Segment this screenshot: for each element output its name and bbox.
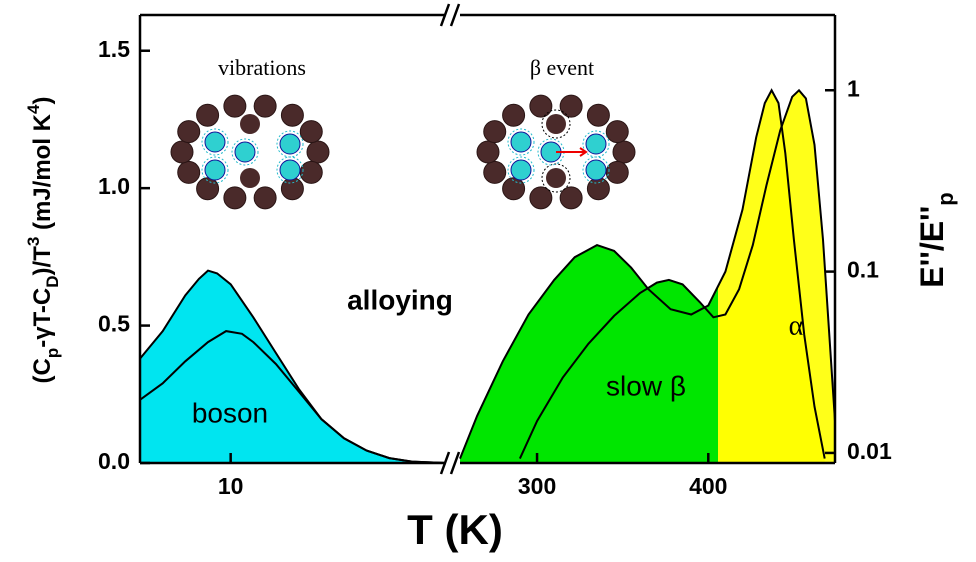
atom xyxy=(510,131,532,153)
area-fill xyxy=(718,90,835,463)
label-part: 3 xyxy=(24,237,43,246)
site xyxy=(201,128,229,156)
label-part: -γT-C xyxy=(29,288,56,348)
atom xyxy=(280,177,304,201)
curve xyxy=(139,330,447,464)
label-part: )/T xyxy=(29,246,56,276)
atom xyxy=(196,103,220,127)
y-tick-label: 0.0 xyxy=(98,448,130,474)
label-part: D xyxy=(43,275,62,287)
x-tick-label: 300 xyxy=(518,473,556,499)
atom xyxy=(483,120,507,144)
atom xyxy=(483,160,507,184)
atom xyxy=(177,120,201,144)
atom xyxy=(546,168,566,188)
atom xyxy=(529,94,553,118)
annotation: β event xyxy=(530,55,594,80)
atom xyxy=(529,186,553,210)
atom xyxy=(586,177,610,201)
atom xyxy=(559,94,583,118)
area-fill xyxy=(140,331,446,463)
y-tick-label: 1.5 xyxy=(98,36,130,62)
atom xyxy=(502,177,526,201)
atom xyxy=(559,186,583,210)
label-part: p xyxy=(43,348,62,358)
annotation: vibrations xyxy=(218,55,306,80)
x-tick-label: 10 xyxy=(218,473,244,499)
atom xyxy=(170,140,194,164)
atom xyxy=(612,140,636,164)
atom xyxy=(177,160,201,184)
annotation: boson xyxy=(192,397,268,428)
arrow xyxy=(556,147,588,157)
atom xyxy=(306,140,330,164)
label-part: 4 xyxy=(24,104,43,114)
axis-break xyxy=(439,3,461,475)
atom xyxy=(223,94,247,118)
atom xyxy=(196,177,220,201)
atom xyxy=(510,159,532,181)
atom xyxy=(605,160,629,184)
site xyxy=(276,156,304,184)
atom xyxy=(605,120,629,144)
site xyxy=(201,156,229,184)
y2-tick-label: 1 xyxy=(847,75,860,101)
atom xyxy=(240,114,260,134)
site xyxy=(582,156,610,184)
atom xyxy=(476,140,500,164)
curve xyxy=(459,88,826,459)
site xyxy=(507,156,535,184)
site xyxy=(507,128,535,156)
atom xyxy=(585,159,607,181)
atom xyxy=(204,159,226,181)
plot-area xyxy=(139,88,836,464)
atom xyxy=(204,131,226,153)
atom xyxy=(280,103,304,127)
atom xyxy=(502,103,526,127)
y-tick-label: 1.0 xyxy=(98,173,130,199)
label-part: p xyxy=(933,192,958,205)
atom xyxy=(585,133,607,155)
site xyxy=(541,163,571,193)
atom xyxy=(586,103,610,127)
site xyxy=(541,109,571,139)
y2-tick-label: 0.1 xyxy=(847,257,879,283)
annotation: alloying xyxy=(347,284,453,315)
atom xyxy=(223,186,247,210)
y2-axis-label: E''/E''p xyxy=(914,192,958,287)
label-part: (C xyxy=(29,358,56,383)
axes xyxy=(138,3,837,475)
curve xyxy=(518,88,836,460)
x-tick-label: 400 xyxy=(689,473,727,499)
label-part: E''/E'' xyxy=(914,206,950,288)
atom xyxy=(299,160,323,184)
y2-tick-label: 0.01 xyxy=(847,438,892,464)
y-axis-label: (Cp-γT-CD)/T3 (mJ/mol K4) xyxy=(24,97,62,384)
site xyxy=(231,138,259,166)
atom xyxy=(253,186,277,210)
label-part: (mJ/mol K xyxy=(29,113,56,236)
atom xyxy=(234,141,256,163)
atom xyxy=(299,120,323,144)
atom xyxy=(253,94,277,118)
inset-illustrations xyxy=(170,94,636,210)
annotation: α xyxy=(789,310,804,341)
atom xyxy=(546,114,566,134)
atom xyxy=(279,159,301,181)
y-tick-label: 0.5 xyxy=(98,311,130,337)
atom xyxy=(240,168,260,188)
atom xyxy=(279,133,301,155)
area-fill xyxy=(519,279,718,463)
annotation: slow β xyxy=(606,370,686,401)
label-part: ) xyxy=(29,97,56,105)
x-axis-label: T (K) xyxy=(407,506,503,553)
